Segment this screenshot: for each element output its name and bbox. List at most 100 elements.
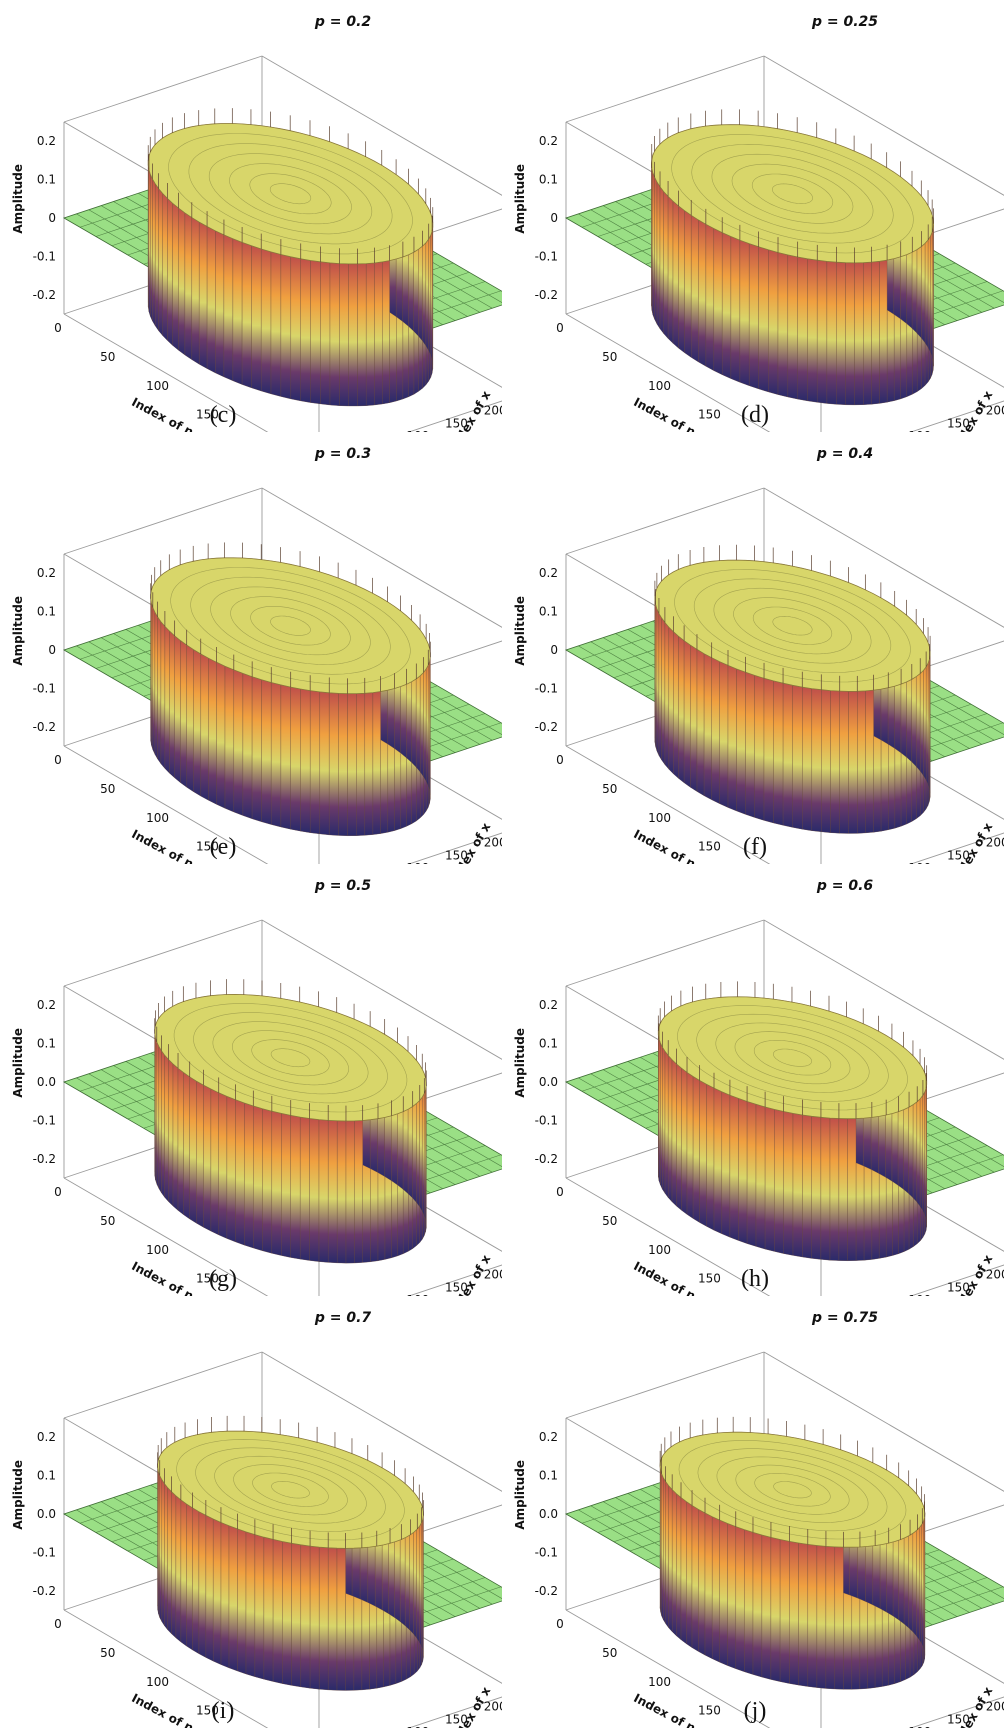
surface-strip: [787, 254, 798, 400]
surface-strip: [663, 191, 669, 339]
surface-strip: [372, 691, 381, 835]
z-tick-label: 0.2: [37, 1430, 56, 1444]
surface-strip: [825, 1546, 835, 1690]
surface-texture: [176, 1439, 405, 1541]
z-tick-label: 0: [550, 643, 558, 657]
x-tick-label: 150: [196, 840, 219, 854]
surface-strip: [220, 1522, 230, 1669]
surface-strip: [345, 1120, 355, 1264]
surface-contour: [195, 1447, 386, 1532]
surface-strip: [184, 212, 192, 360]
z-tick-label: -0.2: [535, 288, 558, 302]
y-tick-label: 100: [908, 1725, 931, 1728]
x-axis-label: Index of n: [129, 1259, 195, 1296]
surface-strip: [807, 1544, 818, 1688]
surface-strip: [271, 682, 282, 828]
x-tick-label: 150: [196, 1704, 219, 1718]
surface-strip: [651, 168, 653, 315]
surface-strip: [686, 1501, 693, 1648]
surface-contour: [176, 1439, 405, 1541]
z-tick-label: 0.1: [539, 605, 558, 619]
y-tick-label: 100: [908, 861, 931, 864]
x-tick-label: 0: [556, 321, 564, 335]
surface-strip: [821, 689, 831, 833]
surface-contour: [208, 153, 373, 235]
surface-strip: [169, 630, 175, 779]
x-tick-label: 50: [602, 782, 617, 796]
x-tick-label: 50: [100, 1214, 115, 1228]
surface-strip: [668, 1055, 673, 1203]
surface-contour: [168, 133, 413, 255]
chart-panel-d: 0.20.10-0.1-0.2Amplitude050100150200250I…: [502, 0, 1004, 432]
surface-strip: [739, 239, 750, 386]
surface-strip: [754, 675, 765, 821]
box-edge: [909, 1264, 1004, 1296]
surface-strip: [357, 263, 367, 407]
surface-contour: [270, 615, 311, 636]
surface-texture: [674, 569, 911, 683]
z-tick-label: 0.0: [539, 1075, 558, 1089]
panel-caption: (i): [211, 1698, 235, 1724]
surface-strip: [763, 678, 774, 824]
z-axis-label: Amplitude: [513, 1460, 527, 1530]
z-tick-label: -0.1: [535, 249, 558, 263]
surface-strip: [192, 1507, 200, 1654]
surface-strip: [684, 210, 692, 358]
surface-strip: [180, 1499, 187, 1647]
z-tick-label: -0.1: [33, 681, 56, 695]
x-tick-label: 50: [602, 1646, 617, 1660]
y-tick-label: 100: [908, 429, 931, 432]
surface-strip: [836, 262, 846, 405]
surface-strip: [251, 676, 262, 823]
z-tick-label: 0.2: [539, 566, 558, 580]
surface-strip: [161, 1478, 165, 1627]
surface-strip: [174, 635, 181, 783]
surface-contour: [188, 143, 393, 245]
surface-strip: [290, 686, 301, 832]
x-tick-label: 100: [146, 1243, 169, 1257]
surface-strip: [382, 260, 390, 405]
box-edge: [909, 1696, 1004, 1728]
surface-strip: [208, 657, 217, 805]
x-tick-label: 0: [54, 753, 62, 767]
surface-strip: [241, 242, 252, 389]
z-tick-label: 0.0: [539, 1507, 558, 1521]
y-tick-label: 100: [406, 861, 429, 864]
panel-caption: (c): [209, 402, 237, 428]
x-tick-label: 50: [602, 1214, 617, 1228]
surface-strip: [706, 1084, 715, 1231]
surface-strip: [698, 1509, 706, 1656]
y-tick-label: 150: [947, 1712, 970, 1726]
z-tick-label: 0: [550, 211, 558, 225]
box-edge: [261, 1351, 502, 1492]
panel-caption: (d): [741, 402, 769, 428]
surface-contour: [697, 1448, 888, 1532]
z-tick-label: 0: [48, 643, 56, 657]
surface-spikes: [157, 1415, 424, 1549]
surface-strip: [374, 261, 383, 406]
surface-strip: [782, 683, 793, 828]
box-edge: [909, 832, 1004, 864]
box-edge: [407, 1264, 502, 1296]
surface-strip: [424, 1073, 426, 1220]
z-tick-label: 0.1: [37, 605, 56, 619]
surface-contour: [751, 173, 834, 214]
surface-strip: [254, 1534, 265, 1680]
z-tick-label: 0.1: [539, 1037, 558, 1051]
surface-strip: [802, 1114, 812, 1259]
surface-strip: [319, 691, 330, 836]
surface-strip: [705, 224, 714, 371]
surface-contour: [691, 143, 894, 244]
surface-strip: [280, 684, 291, 830]
surface-spikes: [150, 542, 431, 694]
panel-title: p = 0.5: [314, 878, 372, 894]
surface-strip: [158, 188, 163, 337]
surface-strip: [736, 668, 746, 815]
surface-contour: [771, 183, 814, 204]
surface-strip: [727, 1523, 736, 1669]
chart-svg-d: 0.20.10-0.1-0.2Amplitude050100150200250I…: [513, 14, 1004, 432]
surface-strip: [722, 232, 732, 379]
surface-strip: [863, 261, 872, 405]
surface-spikes: [154, 979, 427, 1122]
surface-strip: [746, 1101, 757, 1247]
